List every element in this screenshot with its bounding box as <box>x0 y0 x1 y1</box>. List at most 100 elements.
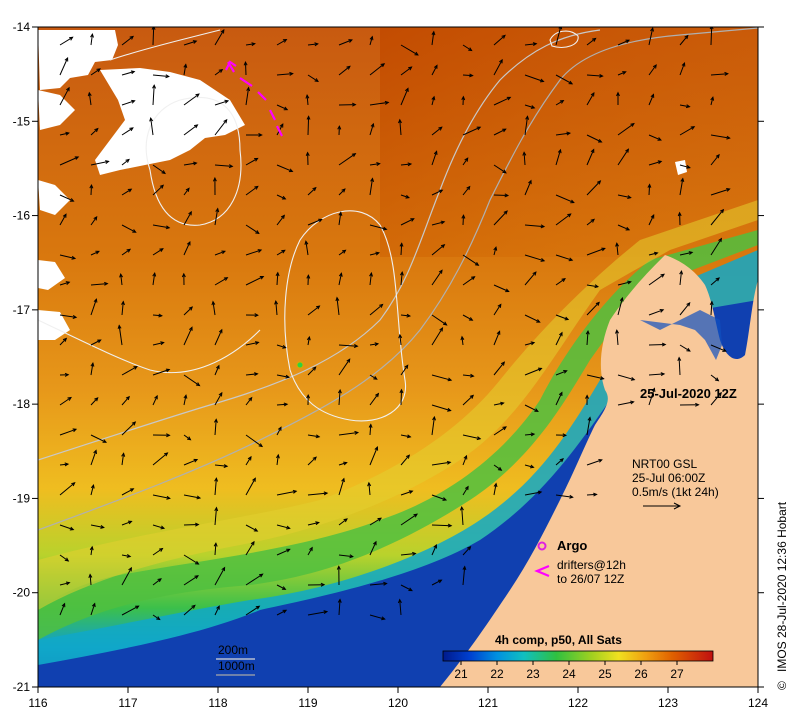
current-arrow <box>493 164 507 174</box>
current-arrow-head <box>342 249 347 254</box>
current-arrow <box>90 128 99 136</box>
current-arrow-head <box>312 186 317 192</box>
current-arrow-head <box>686 301 691 307</box>
current-arrow <box>462 374 474 377</box>
current-arrow <box>214 119 228 136</box>
current-arrow-head <box>379 303 384 308</box>
current-arrow-head <box>193 458 199 463</box>
current-arrow <box>710 209 724 226</box>
colorbar-tick-label: 21 <box>454 667 468 681</box>
current-arrow-head <box>372 540 377 546</box>
current-arrow-head <box>315 305 321 310</box>
current-vector-field <box>59 27 731 621</box>
current-arrow <box>616 330 619 346</box>
current-arrow-head <box>476 126 482 131</box>
current-arrow-head <box>464 485 469 491</box>
current-arrow-head <box>94 127 99 133</box>
current-arrow-head <box>165 368 171 373</box>
current-arrow <box>461 507 464 526</box>
current-arrow-head <box>595 301 600 306</box>
current-arrow <box>710 134 730 139</box>
current-arrow-head <box>283 106 289 111</box>
current-arrow <box>276 104 288 111</box>
current-arrow-head <box>690 126 696 130</box>
current-arrow-head <box>125 158 130 163</box>
current-arrow <box>245 249 262 256</box>
current-arrow-head <box>211 300 216 306</box>
current-arrow-head <box>65 281 71 285</box>
current-arrow-head <box>537 490 543 495</box>
current-arrow <box>90 524 104 528</box>
current-arrow-head <box>594 284 600 289</box>
current-arrow <box>648 214 655 226</box>
current-arrow <box>524 342 535 346</box>
current-arrow <box>59 603 66 616</box>
current-arrow <box>214 507 217 526</box>
current-arrow-head <box>370 122 375 128</box>
current-arrow <box>152 369 170 376</box>
y-tick-label: -19 <box>13 491 31 505</box>
current-arrow-head <box>247 455 252 461</box>
current-arrow-head <box>501 34 506 39</box>
current-arrow-head <box>622 71 627 75</box>
current-arrow <box>431 544 437 556</box>
current-arrow-head <box>183 63 188 68</box>
current-arrow <box>121 248 131 256</box>
current-arrow-head <box>380 63 386 68</box>
current-arrow <box>338 249 346 256</box>
current-arrow <box>275 301 278 316</box>
current-arrow-head <box>431 30 436 36</box>
current-arrow <box>555 392 563 406</box>
current-arrow <box>59 254 76 259</box>
current-arrow-head <box>530 432 536 437</box>
current-arrow-head <box>447 523 453 528</box>
current-arrow <box>307 492 328 496</box>
current-arrow-head <box>312 456 317 461</box>
current-arrow-head <box>254 341 260 345</box>
current-arrow <box>493 331 501 346</box>
current-arrow <box>276 403 288 406</box>
current-arrow-head <box>493 246 498 251</box>
current-arrow-head <box>157 578 162 583</box>
current-arrow <box>245 456 252 466</box>
current-arrow <box>152 273 156 286</box>
current-arrow-head <box>151 27 156 30</box>
current-arrow <box>462 546 471 556</box>
current-arrow <box>214 208 219 226</box>
current-arrow-head <box>625 148 630 153</box>
current-arrow-head <box>414 51 419 56</box>
current-arrow <box>493 194 508 196</box>
current-arrow <box>399 119 402 136</box>
current-arrow-head <box>433 64 438 69</box>
current-arrow <box>214 250 226 256</box>
current-arrow-head <box>413 513 418 518</box>
current-arrow-head <box>447 407 452 412</box>
current-arrow <box>152 614 160 620</box>
current-arrow-head <box>213 542 218 547</box>
x-axis: 116 117 118 119 120 121 122 123 124 <box>28 687 768 710</box>
current-arrow <box>59 397 72 406</box>
current-arrow <box>431 244 445 256</box>
current-arrow <box>338 358 351 376</box>
current-arrow <box>212 301 216 316</box>
current-arrow <box>307 116 310 136</box>
current-arrow <box>493 361 505 376</box>
current-arrow-head <box>590 218 595 223</box>
current-arrow <box>555 254 573 261</box>
current-arrow <box>121 100 135 106</box>
current-arrow <box>400 490 413 496</box>
current-arrow <box>617 39 630 46</box>
current-arrow <box>90 299 97 316</box>
current-arrow-head <box>214 506 219 512</box>
current-arrow-head <box>223 277 229 281</box>
current-arrow <box>679 344 691 352</box>
current-arrow-head <box>97 339 102 344</box>
current-arrow-head <box>469 73 474 78</box>
current-arrow <box>150 118 154 136</box>
current-arrow <box>462 126 481 136</box>
current-arrow-head <box>126 553 132 558</box>
current-arrow-head <box>158 313 163 318</box>
current-arrow-head <box>283 402 289 407</box>
current-arrow <box>214 543 217 556</box>
current-arrow-head <box>69 36 74 41</box>
